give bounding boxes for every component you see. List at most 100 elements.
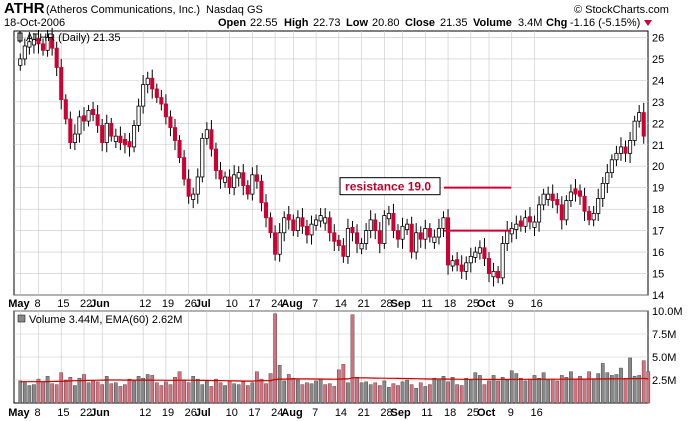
- x-tick-label: 7: [312, 298, 318, 310]
- volume-bar: [227, 380, 232, 404]
- low-label: Low: [346, 17, 368, 29]
- volume-bar: [132, 380, 136, 404]
- price-y-tick-label: 23: [652, 97, 664, 109]
- volume-bar: [555, 380, 560, 404]
- price-candle: [459, 264, 464, 272]
- x-tick-label: 10: [226, 298, 238, 310]
- volume-bar: [95, 381, 100, 404]
- price-candle: [241, 172, 246, 186]
- volume-bar: [409, 384, 414, 404]
- x-tick-label: 9: [508, 407, 514, 419]
- volume-bar: [532, 375, 537, 404]
- volume-bar: [468, 379, 473, 404]
- price-candle: [63, 99, 68, 120]
- volume-bar: [104, 376, 109, 404]
- x-tick-label: 15: [57, 298, 69, 310]
- volume-bar: [195, 378, 200, 404]
- down-arrow-icon: [644, 20, 652, 26]
- volume-bar: [591, 378, 596, 404]
- volume-bar: [600, 363, 605, 404]
- volume-y-tick-label: 10.0M: [652, 306, 683, 318]
- price-candle: [641, 112, 646, 137]
- volume-bar: [437, 379, 441, 404]
- price-candle: [354, 232, 360, 244]
- volume-value: 3.4M: [518, 17, 542, 29]
- price-candle: [40, 43, 46, 51]
- volume-bars: [18, 313, 651, 404]
- price-candle: [637, 112, 642, 122]
- volume-bar: [519, 377, 523, 404]
- price-candle: [596, 198, 601, 214]
- volume-bar: [364, 381, 368, 404]
- volume-bar: [77, 377, 82, 404]
- volume-bar: [423, 386, 428, 404]
- price-candle: [559, 204, 564, 221]
- x-tick-label: 16: [531, 407, 543, 419]
- price-candle: [364, 230, 369, 244]
- volume-bar: [177, 371, 182, 404]
- volume-bar: [168, 384, 173, 404]
- volume-bar: [587, 371, 591, 404]
- price-candle: [600, 182, 605, 199]
- price-candle: [81, 115, 87, 122]
- volume-bar: [22, 382, 27, 404]
- price-candle: [27, 41, 32, 48]
- price-candle: [150, 77, 155, 90]
- price-candle: [177, 140, 182, 159]
- x-tick-label: 19: [162, 298, 174, 310]
- price-y-tick-label: 20: [652, 161, 664, 173]
- volume-bar: [623, 377, 628, 404]
- price-candle: [191, 193, 196, 200]
- volume-bar: [205, 380, 209, 404]
- x-tick-label: Jul: [195, 407, 211, 419]
- volume-bar: [41, 381, 45, 404]
- high-value: 22.73: [313, 17, 341, 29]
- price-candle: [204, 129, 209, 139]
- price-candle: [309, 223, 314, 236]
- volume-bar: [27, 385, 32, 404]
- volume-bar: [73, 385, 77, 404]
- volume-bar: [182, 379, 186, 404]
- volume-bar: [455, 384, 459, 404]
- price-candle: [209, 129, 214, 150]
- volume-bar: [396, 385, 400, 404]
- price-candle: [223, 176, 228, 183]
- price-candle: [423, 228, 428, 240]
- price-candle: [323, 217, 328, 224]
- x-tick-label: 17: [248, 407, 260, 419]
- price-candle: [477, 247, 482, 254]
- price-candle: [245, 185, 250, 195]
- volume-bar: [391, 383, 396, 404]
- volume-bar: [528, 378, 532, 404]
- volume-bar: [509, 370, 514, 404]
- x-tick-label: 14: [335, 298, 347, 310]
- volume-bar: [127, 378, 132, 404]
- x-tick-label: 24: [271, 298, 283, 310]
- price-candle: [213, 148, 218, 171]
- price-candle: [441, 217, 446, 229]
- volume-bar: [619, 367, 623, 404]
- price-candle: [500, 243, 505, 279]
- volume-bar: [114, 382, 118, 404]
- volume-y-axis: 10.0M 7.5M 5.0M 2.5M: [652, 306, 683, 387]
- price-candle: [118, 135, 123, 144]
- price-candle: [236, 172, 241, 179]
- price-candle: [564, 200, 569, 221]
- price-candle: [582, 195, 587, 212]
- volume-bar: [350, 314, 355, 404]
- price-candle: [395, 230, 401, 240]
- volume-bar: [32, 384, 36, 404]
- x-tick-label: Sep: [391, 298, 411, 310]
- price-candle: [159, 97, 164, 105]
- volume-bar: [473, 372, 478, 404]
- volume-bar: [564, 377, 569, 404]
- x-tick-label: 21: [358, 298, 370, 310]
- price-candle: [400, 225, 405, 240]
- annotation-label: resistance 19.0: [345, 180, 431, 194]
- price-candle: [232, 174, 237, 189]
- price-candle: [22, 45, 27, 60]
- x-tick-label: 12: [139, 298, 151, 310]
- volume-bar: [268, 373, 273, 404]
